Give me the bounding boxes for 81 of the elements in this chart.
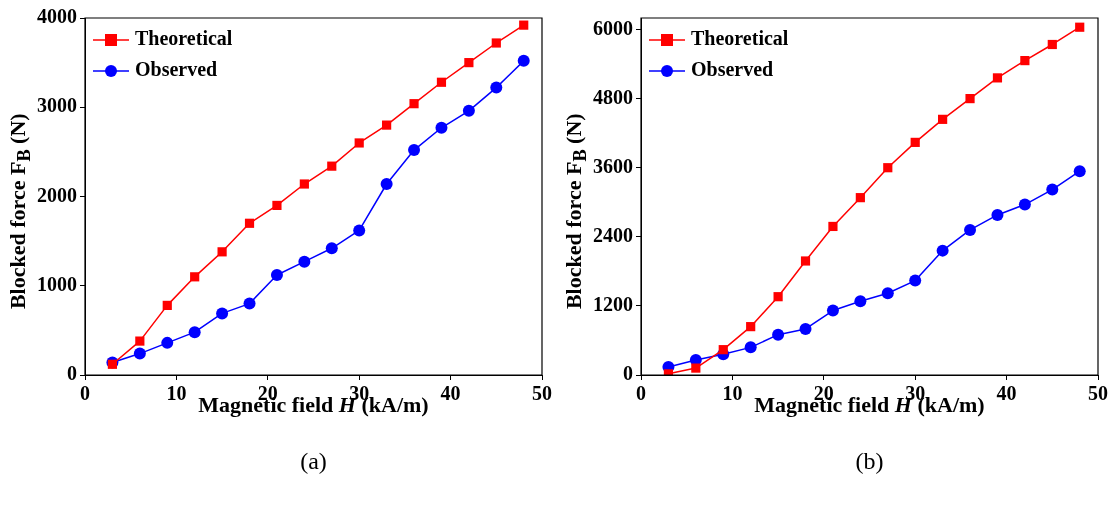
- point: [855, 193, 865, 203]
- y-tick-label: 2400: [593, 223, 633, 246]
- x-tick-label: 50: [1088, 382, 1108, 405]
- point: [216, 307, 229, 320]
- point: [354, 138, 364, 148]
- point: [826, 304, 839, 317]
- point: [772, 328, 785, 341]
- legend-label: Observed: [691, 58, 774, 81]
- point: [382, 120, 392, 130]
- y-tick-label: 2000: [37, 183, 77, 206]
- x-tick-label: 10: [166, 382, 187, 405]
- point: [517, 54, 530, 67]
- point: [327, 161, 337, 171]
- point: [272, 200, 282, 211]
- point: [409, 99, 419, 109]
- point: [190, 272, 200, 282]
- point: [435, 121, 448, 134]
- point: [408, 144, 421, 157]
- point: [909, 274, 922, 287]
- point: [462, 104, 475, 117]
- point: [799, 322, 812, 335]
- point: [1075, 22, 1085, 32]
- point: [436, 77, 447, 87]
- y-tick-label: 1000: [37, 272, 77, 295]
- legend-label: Observed: [135, 58, 218, 81]
- point: [1020, 56, 1030, 66]
- point: [243, 297, 256, 310]
- point: [325, 242, 338, 255]
- point: [1018, 198, 1031, 211]
- y-tick-label: 4000: [37, 5, 77, 28]
- x-tick-label: 10: [722, 382, 743, 405]
- point: [298, 255, 311, 268]
- point: [718, 345, 728, 355]
- point: [992, 73, 1003, 83]
- point: [270, 269, 283, 282]
- point: [491, 38, 501, 48]
- point: [773, 292, 783, 302]
- point: [162, 300, 172, 310]
- point: [883, 163, 893, 173]
- y-tick-label: 0: [623, 362, 633, 385]
- point: [691, 363, 701, 373]
- text: (a): [299, 448, 328, 475]
- point: [800, 256, 811, 266]
- point: [299, 179, 309, 189]
- point: [519, 20, 529, 30]
- y-tick-label: 3600: [593, 154, 633, 177]
- x-tick-label: 40: [440, 382, 461, 405]
- point: [188, 326, 201, 339]
- point: [244, 218, 255, 228]
- point: [991, 208, 1004, 221]
- point: [161, 336, 174, 349]
- point: [746, 322, 756, 332]
- y-tick-label: 3000: [37, 94, 77, 117]
- y-tick-label: 4800: [593, 85, 633, 108]
- point: [936, 244, 949, 257]
- point: [380, 178, 393, 191]
- point: [135, 336, 145, 346]
- point: [353, 224, 366, 237]
- y-tick-label: 6000: [593, 16, 633, 39]
- x-tick-label: 50: [532, 382, 552, 405]
- point: [938, 114, 948, 124]
- point: [881, 287, 894, 300]
- text: (b): [854, 448, 885, 475]
- point: [133, 347, 146, 360]
- point: [1046, 183, 1059, 196]
- point: [490, 81, 503, 94]
- point: [217, 247, 227, 257]
- point: [854, 295, 867, 308]
- legend-label: Theoretical: [691, 27, 789, 50]
- point: [964, 223, 977, 236]
- point: [828, 221, 838, 232]
- x-tick-label: 40: [996, 382, 1017, 405]
- point: [744, 341, 757, 354]
- y-tick-label: 0: [67, 362, 77, 385]
- point: [965, 94, 975, 104]
- legend-label: Theoretical: [135, 27, 233, 50]
- point: [1047, 39, 1057, 50]
- point: [910, 137, 920, 147]
- y-tick-label: 1200: [593, 293, 633, 316]
- point: [464, 58, 474, 68]
- point: [1073, 165, 1086, 178]
